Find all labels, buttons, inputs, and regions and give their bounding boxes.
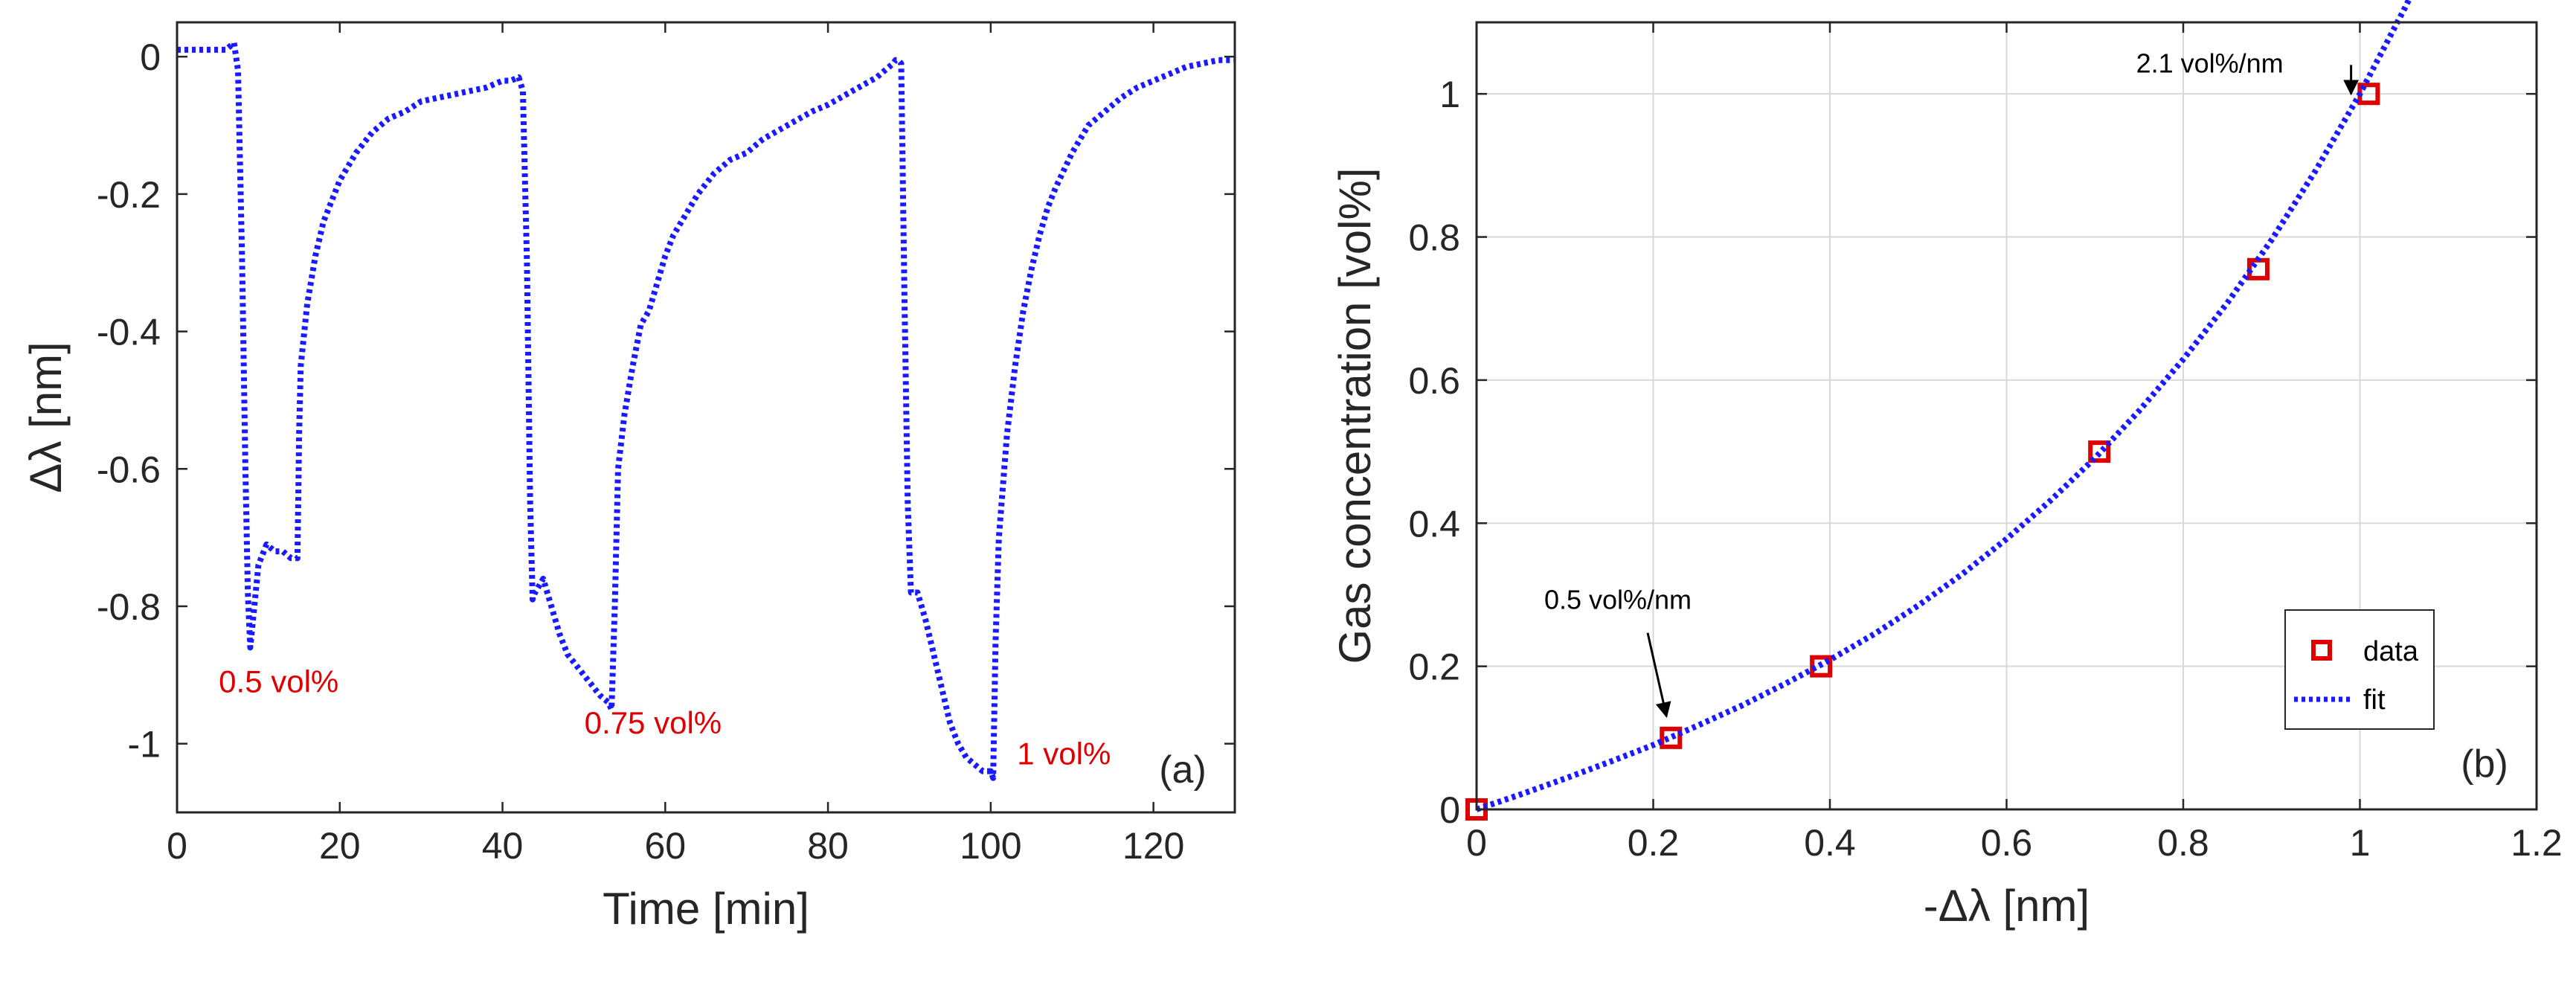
series-line-fit — [1475, 0, 2412, 812]
legend-label-data: data — [2363, 636, 2419, 667]
axes-frame-a — [176, 21, 1236, 814]
y-tick-label: 0.8 — [1408, 217, 1460, 259]
y-axis-title: Δλ [nm] — [21, 341, 71, 492]
y-axis-title: Gas concentration [vol%] — [1330, 167, 1380, 664]
y-tick-label: 0 — [1439, 789, 1460, 831]
x-axis-title: -Δλ [nm] — [1924, 881, 2090, 931]
legend-label-fit: fit — [2363, 684, 2386, 716]
x-axis-title: Time [min] — [603, 884, 809, 934]
annotation-label: 0.5 vol% — [219, 664, 338, 699]
panel-label: (a) — [1159, 748, 1207, 792]
y-tick-label: -0.6 — [97, 449, 161, 490]
x-tick-label: 0 — [1466, 822, 1487, 864]
x-tick-label: 80 — [807, 825, 849, 867]
x-tick-label: 1.2 — [2511, 822, 2563, 864]
y-tick-label: 1 — [1439, 74, 1460, 115]
x-tick-label: 40 — [482, 825, 524, 867]
x-tick-label: 0.4 — [1804, 822, 1856, 864]
annotation-label: 1 vol% — [1017, 736, 1111, 771]
x-tick-label: 0.2 — [1628, 822, 1680, 864]
axes-frame-b — [1475, 21, 2538, 811]
legend-box — [2284, 609, 2435, 730]
x-tick-label: 0 — [167, 825, 187, 867]
annotation-label: 0.75 vol% — [585, 705, 722, 740]
x-tick-label: 1 — [2350, 822, 2371, 864]
y-tick-label: 0.6 — [1408, 360, 1460, 402]
plot-area-a — [177, 22, 1235, 812]
annotation-label: 2.1 vol%/nm — [2136, 48, 2284, 78]
x-tick-label: 0.8 — [2157, 822, 2209, 864]
y-tick-label: -0.8 — [97, 586, 161, 628]
x-tick-label: 120 — [1122, 825, 1184, 867]
y-tick-label: -0.4 — [97, 312, 161, 353]
x-tick-label: 0.6 — [1981, 822, 2033, 864]
annotation-label: 0.5 vol%/nm — [1544, 585, 1692, 615]
data-point — [1660, 726, 1683, 749]
y-tick-label: 0.4 — [1408, 503, 1460, 545]
panel-a: 0 20 40 60 80 100 120 0 -0.2 -0.4 -0.6 -0.8 -1 Time [… — [21, 21, 1236, 934]
panel-b: 0 0.2 0.4 0.6 0.8 1 1.2 0 0.2 0.4 0.6 0.8 1 -Δλ [nm] G… — [1330, 0, 2563, 931]
data-point — [2088, 440, 2111, 463]
y-tick-label: 0.2 — [1408, 646, 1460, 688]
x-tick-label: 100 — [960, 825, 1021, 867]
panel-label: (b) — [2461, 742, 2508, 786]
annotation-arrow — [1646, 632, 1671, 719]
x-tick-label: 60 — [644, 825, 686, 867]
x-tick-label: 20 — [319, 825, 361, 867]
y-tick-label: -0.2 — [97, 174, 161, 216]
legend-swatch-data — [2311, 640, 2332, 661]
series-line-Δλ — [177, 39, 1235, 781]
legend: data fit — [2284, 609, 2435, 730]
y-tick-label: -1 — [128, 724, 161, 766]
y-tick-label: 0 — [140, 36, 161, 78]
